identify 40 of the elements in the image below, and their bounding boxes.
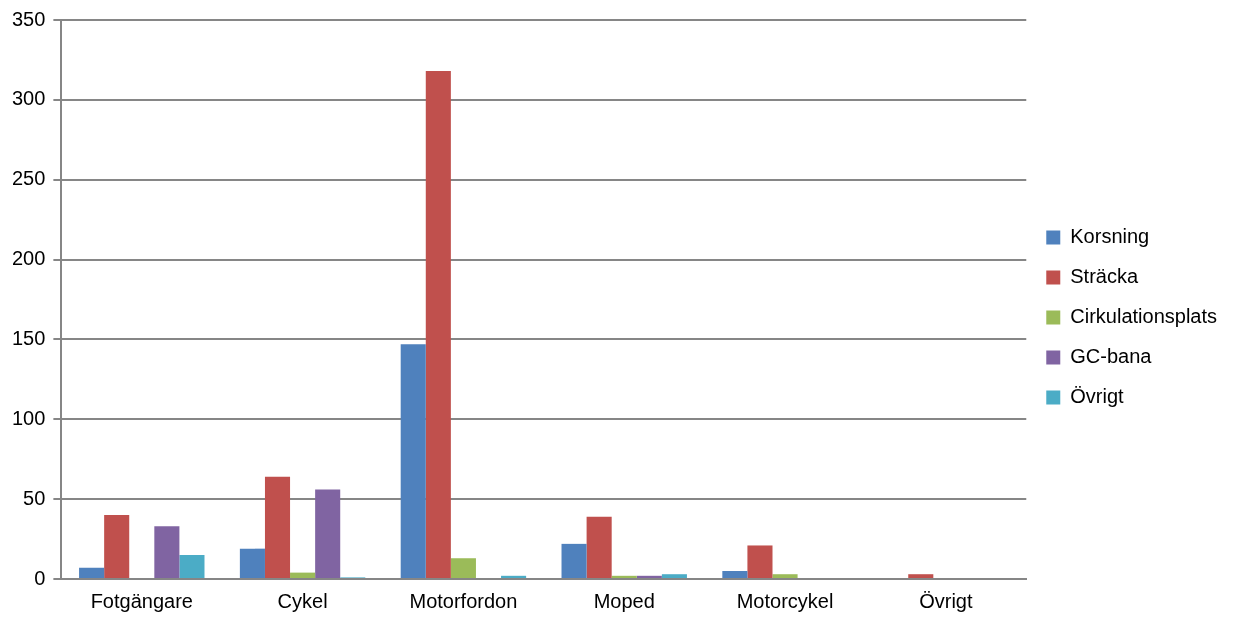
- bar: [722, 571, 748, 578]
- y-tick-label: 150: [11, 326, 46, 349]
- legend-label: Sträcka: [1070, 265, 1139, 288]
- x-tick-label: Cykel: [277, 589, 328, 612]
- x-tick-label: Motorcykel: [736, 589, 834, 612]
- bar: [747, 545, 773, 578]
- bar: [450, 558, 476, 578]
- bar: [586, 516, 612, 578]
- bar: [154, 526, 180, 578]
- legend-label: Korsning: [1070, 225, 1150, 248]
- bar: [79, 567, 105, 578]
- y-tick-label: 250: [11, 167, 46, 190]
- x-tick-label: Fotgängare: [90, 589, 193, 612]
- y-tick-label: 0: [34, 566, 46, 589]
- y-tick-label: 200: [11, 247, 46, 270]
- bar: [425, 71, 451, 578]
- bar: [772, 574, 798, 578]
- legend-label: Cirkulationsplats: [1070, 305, 1218, 328]
- bar: [611, 575, 637, 578]
- y-tick-label: 50: [23, 486, 46, 509]
- bar: [239, 548, 265, 578]
- legend-label: GC-bana: [1070, 345, 1153, 368]
- bar: [661, 574, 687, 578]
- x-tick-label: Övrigt: [919, 589, 973, 612]
- bar: [315, 489, 341, 578]
- bar: [290, 572, 316, 578]
- y-tick-label: 100: [11, 406, 46, 429]
- bar: [104, 515, 130, 578]
- bar: [400, 344, 426, 578]
- legend-label: Övrigt: [1070, 385, 1125, 408]
- bar: [501, 575, 527, 578]
- bar: [636, 575, 662, 578]
- y-tick-label: 350: [11, 7, 46, 30]
- bar: [264, 476, 291, 578]
- bar: [179, 555, 205, 578]
- bar: [561, 543, 587, 578]
- y-tick-label: 300: [11, 87, 46, 110]
- bar: [908, 574, 934, 578]
- x-tick-label: Motorfordon: [409, 589, 518, 612]
- x-tick-label: Moped: [593, 589, 655, 612]
